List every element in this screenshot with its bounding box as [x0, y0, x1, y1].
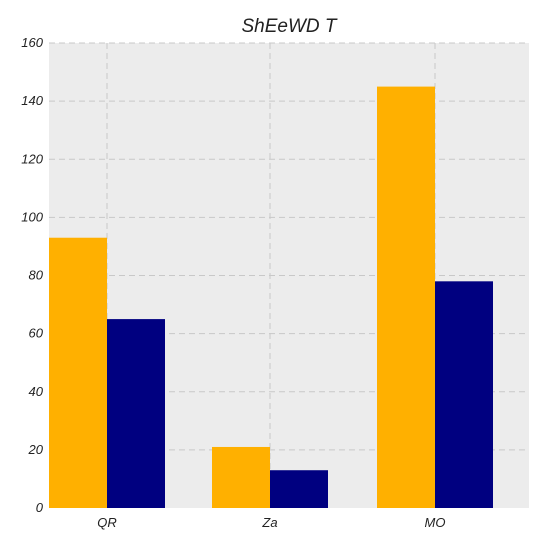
y-tick-label: 160 — [21, 35, 43, 50]
x-tick-label: MO — [425, 515, 446, 530]
bar-Za-series-1 — [212, 446, 270, 508]
y-axis-ticks: 0 20 40 60 80 100 120 140 160 — [21, 35, 43, 515]
bar-Za-series-2 — [270, 470, 328, 508]
chart-title: ShEeWD T — [241, 16, 337, 37]
x-tick-label: Za — [261, 515, 277, 530]
bar-MO-series-1 — [377, 86, 435, 508]
y-tick-label: 120 — [21, 151, 43, 166]
bar-MO-series-2 — [435, 281, 493, 508]
y-tick-label: 140 — [21, 93, 43, 108]
y-tick-label: 20 — [28, 442, 44, 457]
y-tick-label: 40 — [29, 384, 44, 399]
bar-QR-series-2 — [107, 319, 165, 508]
y-tick-label: 100 — [21, 209, 43, 224]
bar-QR-series-1 — [49, 237, 107, 508]
y-tick-label: 60 — [29, 326, 44, 341]
x-tick-label: QR — [97, 515, 117, 530]
x-axis-ticks: QR Za MO — [97, 515, 445, 530]
y-tick-label: 0 — [36, 500, 44, 515]
y-tick-label: 80 — [29, 268, 44, 283]
bars — [49, 86, 493, 508]
